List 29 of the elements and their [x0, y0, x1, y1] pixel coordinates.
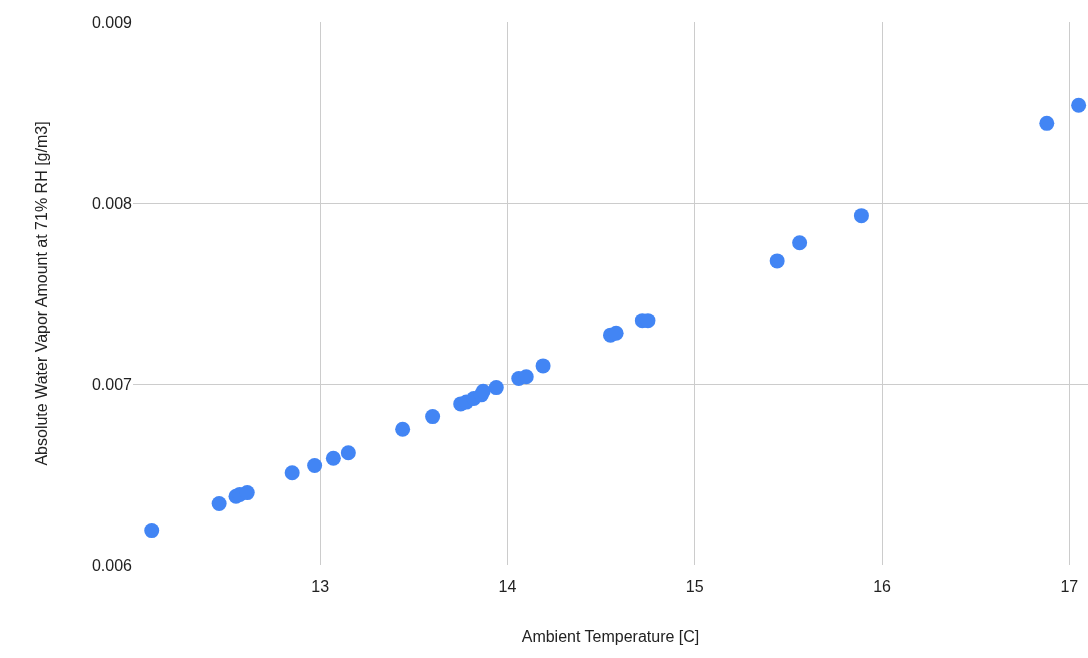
point — [488, 380, 504, 396]
point — [792, 235, 808, 251]
point — [425, 409, 441, 425]
x-tick-label: 17 — [1060, 578, 1079, 595]
x-tick-label: 13 — [311, 578, 330, 595]
y-axis-title: Absolute Water Vapor Amount at 71% RH [g/m3] — [32, 121, 50, 466]
y-tick-label: 0.007 — [91, 375, 133, 393]
point — [475, 383, 491, 399]
point — [769, 253, 785, 269]
point — [144, 523, 160, 539]
x-tick-label: 14 — [498, 578, 517, 595]
point — [518, 369, 534, 385]
point — [284, 465, 300, 481]
x-tick-label: 16 — [873, 578, 892, 595]
point — [340, 445, 356, 461]
point — [211, 495, 227, 511]
point — [307, 457, 323, 473]
point — [535, 358, 551, 374]
y-tick-label: 0.006 — [91, 556, 133, 574]
x-tick-label: 15 — [685, 578, 704, 595]
point — [1071, 97, 1087, 113]
point — [1039, 115, 1055, 131]
y-tick-label: 0.009 — [91, 13, 133, 31]
point — [239, 485, 255, 501]
point — [853, 208, 869, 224]
x-axis-title: Ambient Temperature [C] — [521, 627, 700, 645]
point — [325, 450, 341, 466]
point — [395, 421, 411, 437]
y-tick-label: 0.008 — [91, 194, 133, 212]
